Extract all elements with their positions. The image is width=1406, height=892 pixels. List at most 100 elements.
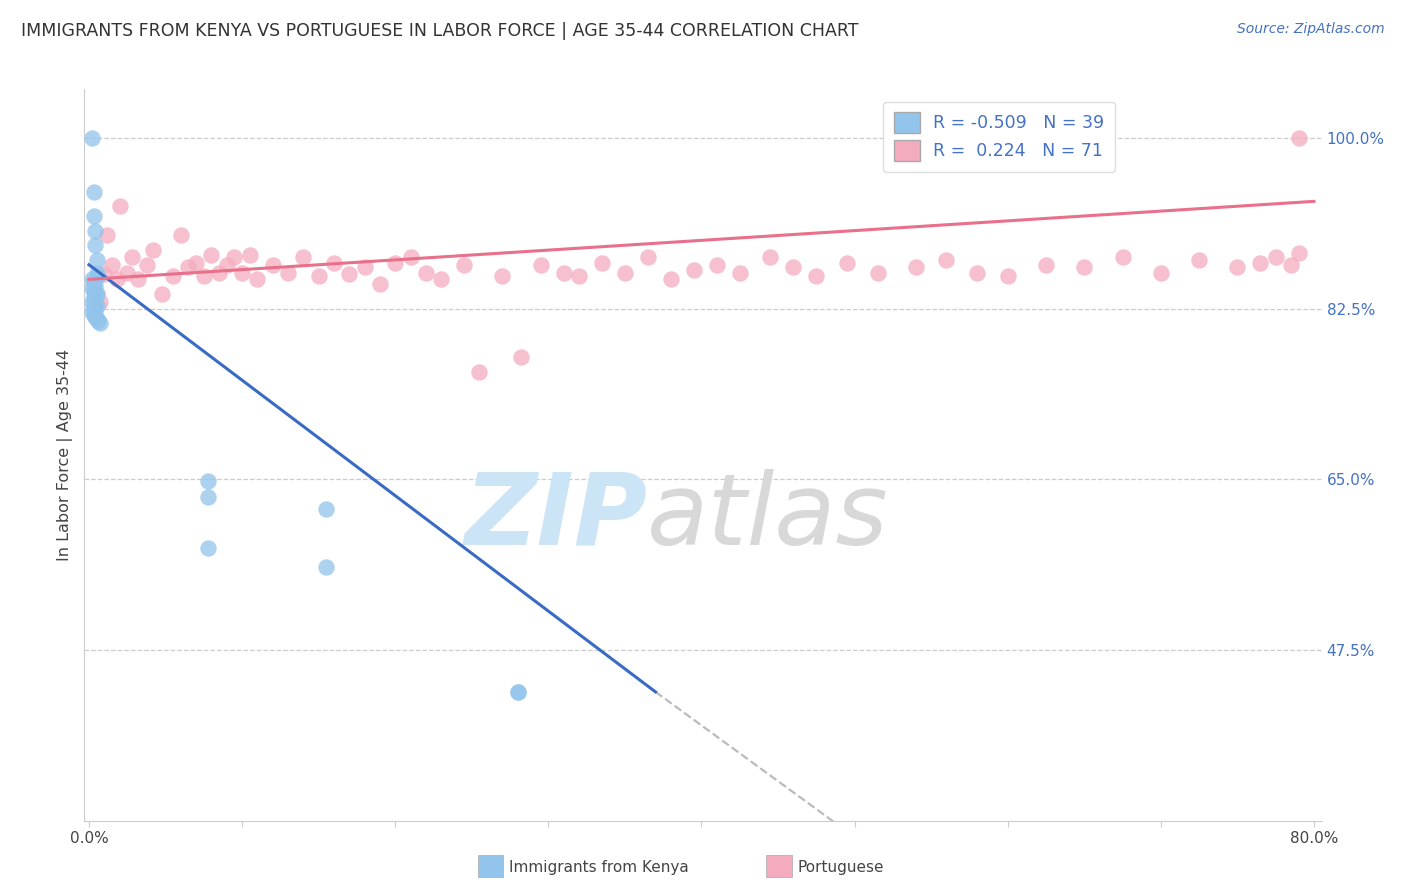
Point (80, 272, 103, 286)
Point (87, 269, 110, 284)
Point (1249, 256, 1271, 270)
Point (83, 185, 105, 199)
Point (84, 238, 107, 252)
Point (86, 287, 108, 301)
Point (415, 266, 437, 280)
Point (292, 250, 315, 264)
Point (637, 250, 659, 264)
Point (353, 260, 375, 274)
Point (84, 301, 107, 315)
Point (835, 256, 858, 270)
Point (177, 260, 200, 274)
Point (86, 287, 108, 301)
Point (93, 268, 115, 282)
Point (170, 228, 193, 243)
Point (1188, 252, 1211, 267)
Point (200, 248, 222, 262)
Point (782, 260, 804, 274)
Point (105, 272, 128, 286)
Point (86, 299, 108, 313)
Text: Source: ZipAtlas.com: Source: ZipAtlas.com (1237, 22, 1385, 37)
Point (186, 256, 208, 270)
Point (262, 258, 284, 272)
Point (101, 258, 124, 272)
Point (83, 309, 105, 323)
Point (86, 312, 108, 326)
Point (706, 258, 728, 272)
Point (935, 252, 957, 267)
Point (136, 258, 159, 272)
Point (86, 266, 108, 280)
Point (83, 302, 105, 317)
Point (682, 262, 704, 277)
Point (80, 281, 103, 295)
Point (384, 256, 406, 270)
Point (728, 266, 751, 280)
Point (197, 490, 219, 504)
Point (591, 256, 613, 270)
Point (806, 269, 828, 284)
Text: IMMIGRANTS FROM KENYA VS PORTUGUESE IN LABOR FORCE | AGE 35-44 CORRELATION CHART: IMMIGRANTS FROM KENYA VS PORTUGUESE IN L… (21, 22, 859, 40)
Point (491, 269, 513, 284)
Point (193, 269, 215, 284)
Point (142, 243, 165, 257)
Point (613, 266, 636, 280)
Point (80, 131, 103, 145)
Point (308, 269, 330, 284)
Point (83, 274, 105, 288)
Point (315, 501, 337, 516)
Point (323, 256, 346, 270)
Point (509, 351, 531, 365)
Point (568, 269, 591, 284)
Point (89, 316, 111, 330)
Point (1150, 266, 1173, 280)
Point (1264, 250, 1286, 264)
Y-axis label: In Labor Force | Age 35-44: In Labor Force | Age 35-44 (58, 349, 73, 561)
Point (96, 228, 118, 243)
Point (1288, 246, 1310, 260)
Point (224, 250, 246, 264)
Point (368, 277, 391, 292)
Point (84, 295, 107, 310)
Point (83, 284, 105, 298)
Point (87, 314, 110, 328)
Point (83, 293, 105, 307)
Point (84, 306, 107, 320)
Text: Immigrants from Kenya: Immigrants from Kenya (509, 860, 689, 874)
Legend: R = -0.509   N = 39, R =  0.224   N = 71: R = -0.509 N = 39, R = 0.224 N = 71 (883, 102, 1115, 171)
Point (83, 289, 105, 303)
Point (506, 685, 529, 699)
Point (215, 258, 238, 272)
Point (1279, 258, 1302, 272)
Point (84, 224, 107, 238)
Point (83, 277, 105, 292)
Point (866, 266, 889, 280)
Point (553, 266, 575, 280)
Point (231, 266, 253, 280)
Point (277, 266, 299, 280)
Point (162, 269, 184, 284)
Point (966, 266, 988, 280)
Point (246, 272, 269, 286)
Point (83, 298, 105, 312)
Point (152, 287, 174, 301)
Point (1073, 260, 1095, 274)
Point (506, 685, 529, 699)
Point (80, 294, 103, 309)
Point (80, 304, 103, 318)
Point (197, 541, 219, 555)
Text: Portuguese: Portuguese (797, 860, 884, 874)
Text: ZIP: ZIP (464, 468, 647, 566)
Point (1035, 258, 1057, 272)
Point (115, 266, 138, 280)
Text: atlas: atlas (647, 468, 889, 566)
Point (904, 260, 927, 274)
Point (239, 248, 262, 262)
Point (127, 272, 149, 286)
Point (1111, 250, 1133, 264)
Point (399, 250, 422, 264)
Point (468, 365, 491, 379)
Point (453, 258, 475, 272)
Point (430, 272, 453, 286)
Point (1288, 131, 1310, 145)
